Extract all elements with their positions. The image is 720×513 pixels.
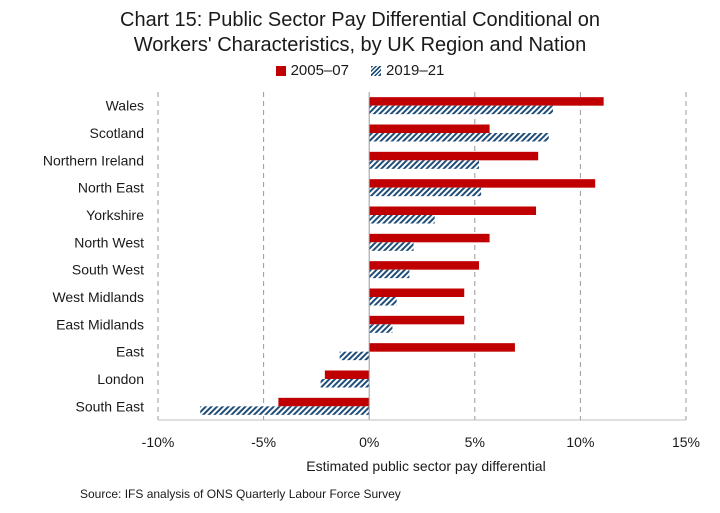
bar-2019-21-north-west <box>369 242 414 251</box>
x-tick-label: 0% <box>359 434 379 450</box>
bar-2019-21-west-midlands <box>369 297 397 306</box>
category-label-north-west: North West <box>74 234 144 250</box>
category-label-northern-ireland: Northern Ireland <box>43 152 144 168</box>
bar-2005-07-south-west <box>369 261 480 270</box>
chart-legend: 2005–07 2019–21 <box>0 62 720 79</box>
legend-item-2019-21: 2019–21 <box>371 62 444 79</box>
category-label-west-midlands: West Midlands <box>52 289 144 305</box>
category-label-scotland: Scotland <box>90 125 144 141</box>
bar-2019-21-scotland <box>369 133 549 142</box>
category-label-east-midlands: East Midlands <box>56 316 144 332</box>
bar-2005-07-wales <box>369 97 604 106</box>
legend-swatch-2019-21 <box>371 65 381 76</box>
chart-title-line-2: Workers' Characteristics, by UK Region a… <box>133 34 587 56</box>
bar-2019-21-east <box>339 351 370 361</box>
bar-2019-21-north-east <box>369 187 482 197</box>
bar-2019-21-london <box>320 379 370 388</box>
x-tick-label: -5% <box>251 434 276 450</box>
legend-label-2019-21: 2019–21 <box>386 62 445 79</box>
bars-group <box>200 97 604 415</box>
x-axis-title: Estimated public sector pay differential <box>306 458 545 474</box>
category-label-south-east: South East <box>76 398 145 414</box>
bar-2019-21-wales <box>369 105 553 115</box>
legend-swatch-2005-07 <box>275 65 286 76</box>
bar-2005-07-northern-ireland <box>369 151 539 161</box>
category-label-wales: Wales <box>106 98 144 114</box>
x-tick-label: 10% <box>566 434 594 450</box>
bar-2019-21-south-east <box>200 406 370 415</box>
category-label-east: East <box>116 344 144 360</box>
bar-2005-07-east-midlands <box>369 315 465 325</box>
bar-2005-07-west-midlands <box>369 288 465 297</box>
source-note: Source: IFS analysis of ONS Quarterly La… <box>80 487 401 501</box>
legend-item-2005-07: 2005–07 <box>275 62 349 79</box>
bar-2005-07-east <box>369 343 515 352</box>
category-label-north-east: North East <box>78 180 144 196</box>
bar-2005-07-north-west <box>369 233 490 243</box>
x-tick-label: 15% <box>672 434 700 450</box>
x-tick-label: -10% <box>142 434 175 450</box>
bar-2005-07-north-east <box>369 179 596 188</box>
category-label-yorkshire: Yorkshire <box>86 207 144 223</box>
axes-group <box>158 92 686 421</box>
bar-2019-21-northern-ireland <box>369 160 480 169</box>
bar-2005-07-yorkshire <box>369 206 537 215</box>
bar-2005-07-south-east <box>278 397 370 407</box>
category-label-london: London <box>97 371 144 387</box>
bar-2005-07-london <box>324 370 370 379</box>
x-tick-label: 5% <box>465 434 485 450</box>
category-label-south-west: South West <box>72 262 144 278</box>
bar-2019-21-south-west <box>369 269 410 279</box>
labels-group: -10% -5% 0% 5% 10% 15% Wales Scotland Northern I… <box>43 98 700 474</box>
chart-title-line-1: Chart 15: Public Sector Pay Differential… <box>120 9 600 31</box>
bar-2005-07-scotland <box>369 124 490 133</box>
grid-lines <box>157 92 687 420</box>
legend-label-2005-07: 2005–07 <box>290 62 349 79</box>
bar-2019-21-yorkshire <box>369 215 435 224</box>
bar-2019-21-east-midlands <box>369 324 393 333</box>
